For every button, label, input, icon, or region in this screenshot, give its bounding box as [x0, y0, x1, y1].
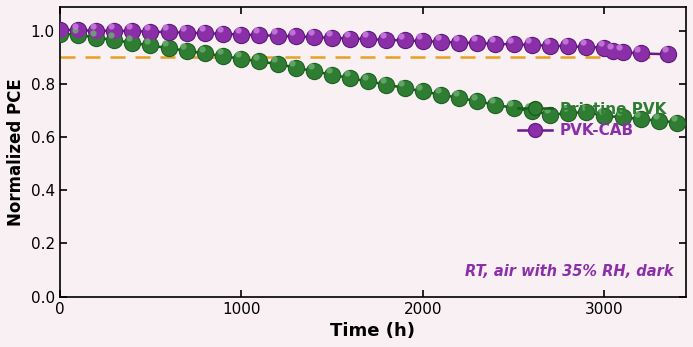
X-axis label: Time (h): Time (h)	[331, 322, 415, 340]
Y-axis label: Normalized PCE: Normalized PCE	[7, 78, 25, 226]
Legend: Pristine PVK, PVK-CAB: Pristine PVK, PVK-CAB	[512, 96, 672, 144]
Text: RT, air with 35% RH, dark: RT, air with 35% RH, dark	[465, 264, 674, 279]
